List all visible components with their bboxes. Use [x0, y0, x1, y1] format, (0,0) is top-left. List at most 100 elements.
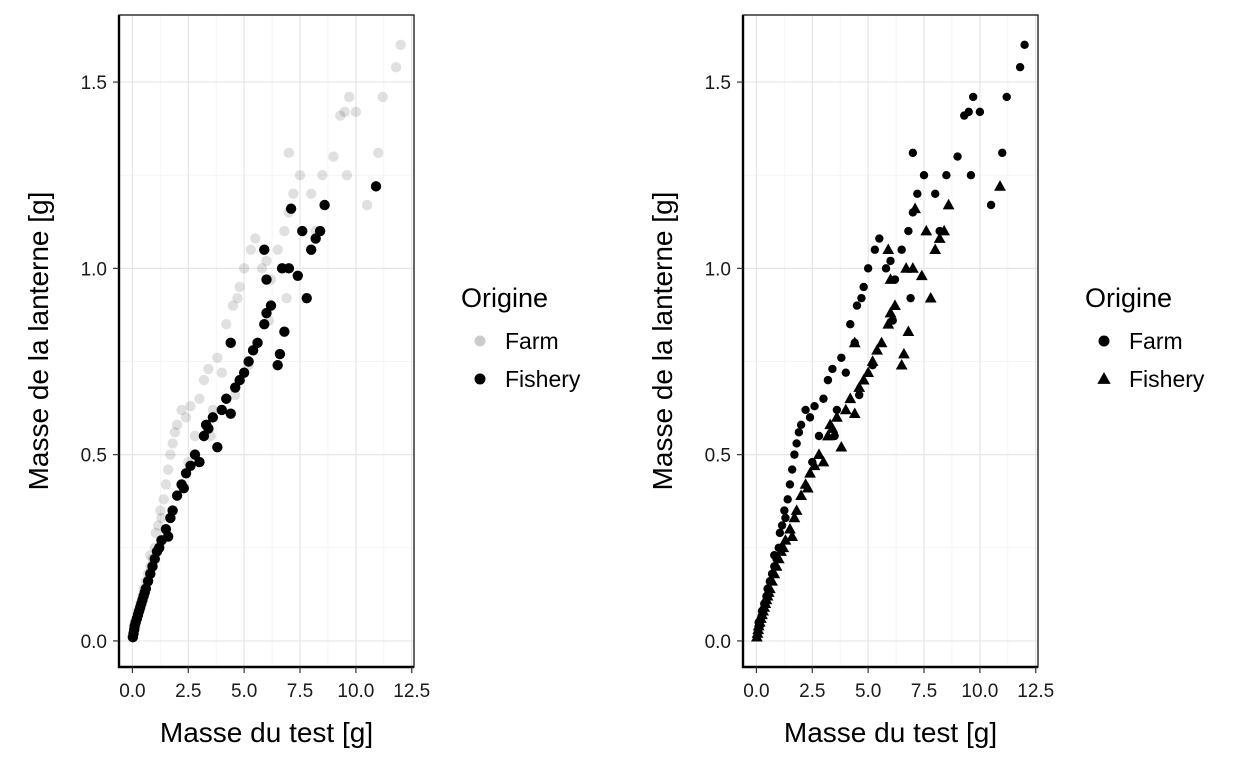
data-point — [777, 541, 790, 553]
data-point — [852, 301, 862, 310]
x-tick-label: 5.0 — [231, 681, 257, 702]
data-point — [862, 366, 875, 378]
data-point — [870, 245, 880, 254]
data-point — [281, 292, 292, 304]
data-point — [841, 368, 851, 377]
data-point — [886, 256, 895, 266]
right-scatter-panel: 0.0 2.5 5.0 7.5 10.0 12.5 0.0 0.5 1.0 1.5 Masse du… — [647, 14, 1205, 748]
data-point — [787, 465, 797, 474]
x-tick-label: 5.0 — [855, 681, 881, 702]
data-point — [853, 381, 866, 392]
data-point — [859, 282, 868, 292]
data-point — [863, 264, 873, 273]
data-point — [796, 420, 806, 430]
data-point — [822, 429, 834, 441]
data-point — [898, 347, 910, 359]
data-point — [966, 171, 976, 180]
data-point — [343, 91, 355, 103]
data-point — [857, 373, 870, 385]
data-point — [373, 147, 384, 159]
data-point — [920, 224, 933, 236]
data-point — [216, 367, 228, 378]
data-point — [784, 522, 796, 534]
x-axis-title: Masse du test [g] — [160, 717, 373, 748]
data-point — [194, 393, 205, 404]
data-point — [998, 148, 1007, 158]
data-point — [929, 243, 942, 255]
data-point — [906, 262, 919, 273]
data-point — [154, 542, 165, 553]
data-point — [924, 291, 937, 303]
data-point — [245, 244, 257, 255]
data-point — [766, 575, 778, 586]
legend-title: Origine — [461, 283, 548, 313]
data-point — [207, 412, 219, 423]
data-point — [150, 527, 162, 539]
data-point — [234, 281, 245, 293]
data-point — [341, 170, 353, 181]
data-point — [370, 181, 382, 192]
data-point — [305, 244, 317, 255]
data-point — [185, 401, 196, 412]
data-point — [953, 152, 962, 161]
legend-label-fishery: Fishery — [505, 366, 581, 392]
data-point — [857, 293, 866, 303]
data-point — [986, 200, 996, 210]
data-point — [261, 255, 272, 267]
data-point — [801, 481, 814, 493]
data-point — [814, 431, 824, 441]
data-point — [875, 336, 888, 348]
data-point — [212, 441, 223, 453]
data-point — [846, 320, 855, 329]
data-point — [171, 419, 183, 431]
data-point — [203, 363, 214, 375]
data-point — [783, 495, 792, 504]
data-point — [238, 367, 250, 378]
data-point — [805, 413, 815, 422]
y-axis-title: Masse de la lanterne [g] — [23, 192, 54, 491]
data-point — [180, 412, 192, 423]
x-tick-label: 2.5 — [175, 681, 201, 702]
data-point — [1002, 92, 1011, 102]
y-tick-label: 1.5 — [81, 73, 107, 94]
data-point — [256, 263, 268, 274]
data-point — [377, 91, 388, 103]
plot-area — [743, 15, 1038, 667]
legend-label-farm: Farm — [505, 328, 559, 354]
data-point — [968, 92, 978, 102]
data-point — [335, 110, 346, 121]
data-point — [906, 293, 915, 303]
data-point — [824, 418, 837, 430]
data-point — [212, 352, 223, 363]
data-point — [272, 244, 283, 255]
data-point — [897, 245, 906, 254]
data-point — [904, 226, 913, 236]
left-scatter-panel: 0.0 2.5 5.0 7.5 10.0 12.5 0.0 0.5 1.0 1.5 Masse du… — [23, 14, 581, 748]
legend: Origine Farm Fishery — [1085, 283, 1205, 392]
data-point — [169, 427, 181, 438]
data-point — [763, 582, 776, 594]
legend-key-fishery — [1097, 372, 1111, 384]
data-point — [314, 225, 326, 237]
x-axis-title: Masse du test [g] — [784, 717, 997, 748]
data-point — [779, 534, 792, 545]
data-point — [261, 274, 272, 285]
data-point — [781, 513, 790, 523]
x-tick-label: 0.0 — [743, 681, 769, 702]
data-point — [785, 480, 795, 489]
data-point — [808, 459, 821, 471]
x-tick-label: 10.0 — [961, 681, 998, 702]
data-point — [200, 419, 212, 431]
data-point — [328, 151, 339, 162]
data-point — [301, 292, 312, 304]
data-point — [317, 170, 328, 181]
data-point — [768, 567, 781, 579]
data-point — [279, 326, 290, 337]
data-point — [835, 440, 848, 452]
y-tick-label: 0.0 — [705, 632, 731, 653]
data-point — [817, 455, 830, 467]
data-point — [305, 188, 317, 200]
legend-label-farm: Farm — [1129, 328, 1183, 354]
data-point — [185, 460, 196, 472]
data-point — [819, 394, 828, 403]
